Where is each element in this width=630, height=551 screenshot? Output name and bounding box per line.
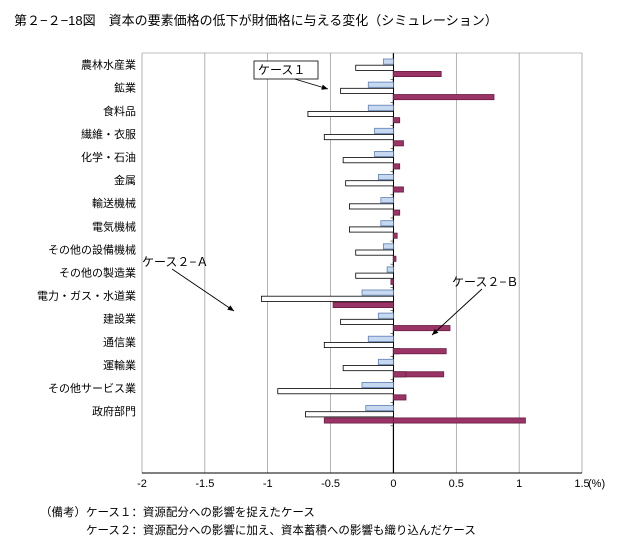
bar-case1 (378, 175, 393, 180)
bar-case2b (391, 279, 394, 284)
bar-case2a (349, 227, 393, 232)
bar-case2b (393, 141, 403, 146)
category-label: 通信業 (103, 336, 136, 349)
bar-case2b (393, 187, 403, 192)
annotation-arrow (172, 269, 234, 311)
bar-case2a (343, 366, 393, 371)
annotation-label: ケース１ (258, 63, 305, 77)
bar-case1 (383, 244, 393, 249)
bar-case2a (356, 273, 394, 278)
x-tick-label: 1 (516, 478, 522, 490)
bar-case2b (393, 164, 399, 169)
bar-case2b (393, 256, 396, 261)
bar-case2b (333, 302, 393, 307)
bar-case1 (381, 198, 394, 203)
bar-case2a (341, 319, 394, 324)
bar-case2a (308, 111, 393, 116)
category-label: その他の設備機械 (48, 242, 136, 256)
bar-case1 (362, 290, 393, 295)
bar-case1 (368, 336, 393, 341)
bar-case1 (368, 82, 393, 87)
x-axis-label: (%) (588, 478, 605, 490)
category-label: 食料品 (103, 104, 136, 118)
bar-case2a (349, 204, 393, 209)
category-label: 鉱業 (114, 81, 136, 95)
x-tick-label: -2 (137, 478, 147, 490)
bar-case2b-extra (393, 418, 525, 423)
category-label: 金属 (114, 173, 136, 187)
bar-case2a (278, 389, 394, 394)
category-label: その他の製造業 (59, 265, 136, 279)
x-tick-label: 0.5 (449, 478, 464, 490)
category-label: 農林水産業 (81, 58, 136, 72)
bar-case1 (381, 221, 394, 226)
bar-case1 (366, 406, 394, 411)
category-label: その他サービス業 (48, 382, 136, 395)
annotation-label: ケース２−Ａ (142, 255, 208, 269)
bar-case2a (343, 158, 393, 163)
bar-case1 (368, 105, 393, 110)
bar-case2a (346, 181, 394, 186)
bar-case2b (393, 71, 441, 76)
bar-case1 (375, 151, 394, 156)
category-label: 輸送機械 (92, 196, 136, 210)
annotation-label: ケース２−Ｂ (452, 275, 518, 289)
bar-case2a (324, 135, 393, 140)
bar-case2b-extra (393, 372, 406, 377)
chart-title: 第２−２−18図 資本の要素価格の低下が財価格に与える変化（シミュレーション） (10, 10, 630, 29)
chart-svg: -2-1.5-1-0.500.511.5(%)農林水産業鉱業食料品繊維・衣服化学… (22, 33, 622, 498)
notes-line-0: ケース１：資源配分への影響を捉えたケース (86, 507, 315, 519)
category-label: 運輸業 (103, 358, 136, 372)
bar-case1 (383, 59, 393, 64)
bar-case2a (356, 250, 394, 255)
annotation-arrow (432, 289, 482, 335)
notes-line-1: ケース２：資源配分への影響に加え、資本蓄積への影響も織り込んだケース (86, 525, 476, 537)
bar-case2b (393, 233, 397, 238)
x-tick-label: -0.5 (321, 478, 340, 490)
bar-case1 (362, 382, 393, 387)
x-tick-label: 0 (390, 478, 396, 490)
x-tick-label: -1 (263, 478, 273, 490)
category-label: 繊維・衣服 (81, 127, 136, 141)
bar-case2a (324, 342, 393, 347)
notes-prefix: （備考） (40, 507, 86, 519)
bar-case2a (341, 88, 394, 93)
bar-case1 (375, 128, 394, 133)
bar-case1 (378, 313, 393, 318)
bar-case1 (387, 267, 393, 272)
bar-case1 (378, 359, 393, 364)
bar-case2b-extra (393, 349, 446, 354)
chart-area: -2-1.5-1-0.500.511.5(%)農林水産業鉱業食料品繊維・衣服化学… (22, 33, 622, 498)
x-tick-label: -1.5 (195, 478, 214, 490)
category-label: 建設業 (103, 312, 136, 326)
bar-case2a (356, 65, 394, 70)
category-label: 政府部門 (92, 404, 136, 418)
category-label: 電気機械 (92, 219, 136, 233)
chart-notes: （備考）ケース１：資源配分への影響を捉えたケース （備考）ケース２：資源配分への… (10, 504, 630, 541)
bar-case2b (324, 418, 393, 423)
bar-case2b (393, 95, 494, 100)
bar-case2b (393, 118, 399, 123)
bar-case2b (393, 395, 406, 400)
bar-case2a (305, 412, 393, 417)
category-label: 電力・ガス・水道業 (37, 289, 136, 303)
bar-case2a (261, 296, 393, 301)
bar-case2b (393, 210, 399, 215)
category-label: 化学・石油 (81, 150, 136, 164)
